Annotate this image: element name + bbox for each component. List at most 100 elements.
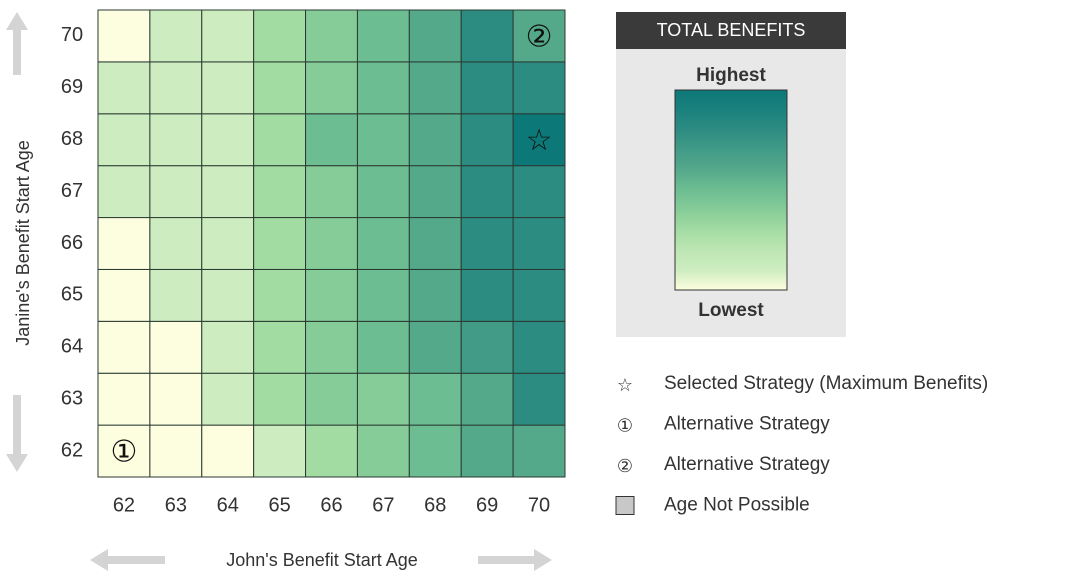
cell (149, 61, 203, 115)
legend-swatch (615, 496, 635, 515)
cell (149, 113, 203, 167)
cell (512, 320, 566, 374)
legend-label: Alternative Strategy (664, 414, 830, 435)
cell (460, 61, 514, 115)
x-tick-label: 65 (268, 494, 290, 516)
annotation: ② (526, 19, 553, 54)
cell (408, 9, 462, 63)
cell (253, 424, 307, 478)
cell (253, 9, 307, 63)
cell (149, 372, 203, 426)
cell (460, 9, 514, 63)
cell (201, 217, 255, 270)
cell (356, 9, 410, 63)
cell (356, 61, 410, 115)
cell (305, 424, 358, 478)
x-axis-title: John's Benefit Start Age (226, 550, 418, 570)
cell (253, 268, 307, 322)
cell (201, 9, 255, 63)
cell (408, 61, 462, 115)
cell (97, 217, 151, 270)
cell (201, 424, 255, 478)
arrow-down (6, 395, 28, 472)
cell (356, 268, 410, 322)
legend-low: Lowest (698, 300, 764, 321)
legend-title: TOTAL BENEFITS (657, 20, 806, 40)
cell (97, 320, 151, 374)
cell (512, 113, 566, 167)
x-tick-label: 70 (528, 494, 550, 516)
legend-label: Age Not Possible (664, 495, 810, 516)
cell (305, 9, 358, 63)
arrow-right (478, 549, 552, 571)
cell (97, 9, 151, 63)
cell (460, 165, 514, 219)
annotation: ☆ (526, 123, 553, 158)
legend-label: Alternative Strategy (664, 454, 830, 475)
cell (201, 113, 255, 167)
cell (512, 165, 566, 219)
cell (356, 424, 410, 478)
cell (305, 217, 358, 270)
cell (356, 113, 410, 167)
cell (149, 165, 203, 219)
cell (512, 61, 566, 115)
cell (512, 424, 566, 478)
cell (97, 372, 151, 426)
cell (149, 268, 203, 322)
cell (201, 165, 255, 219)
cell (253, 61, 307, 115)
legend-high: Highest (696, 65, 766, 86)
y-tick-label: 63 (61, 387, 83, 409)
legend-symbol: ② (617, 456, 633, 477)
cell (408, 268, 462, 322)
cell (97, 424, 151, 478)
y-tick-label: 64 (61, 336, 83, 358)
cell (253, 320, 307, 374)
y-tick-label: 65 (61, 284, 83, 306)
color-bar (674, 89, 788, 291)
cell (408, 372, 462, 426)
legend-header (616, 12, 846, 49)
cell (512, 217, 566, 270)
legend-symbol: ① (617, 416, 633, 437)
y-tick-label: 62 (61, 439, 83, 461)
cell (460, 372, 514, 426)
cell (201, 61, 255, 115)
y-tick-label: 68 (61, 128, 83, 150)
cell (305, 320, 358, 374)
y-tick-label: 69 (61, 76, 83, 98)
cell (201, 268, 255, 322)
cell (408, 424, 462, 478)
cell (149, 217, 203, 270)
x-tick-label: 69 (476, 494, 498, 516)
cell (356, 217, 410, 270)
x-tick-label: 67 (372, 494, 394, 516)
cell (356, 165, 410, 219)
cell (149, 9, 203, 63)
cell (253, 113, 307, 167)
x-tick-label: 63 (165, 494, 187, 516)
cell (149, 424, 203, 478)
cell (253, 165, 307, 219)
y-tick-label: 70 (61, 24, 83, 46)
cell (305, 268, 358, 322)
cell (408, 113, 462, 167)
cell (460, 217, 514, 270)
x-tick-label: 68 (424, 494, 446, 516)
cell (512, 9, 566, 63)
cell (201, 372, 255, 426)
cell (97, 165, 151, 219)
cell (408, 320, 462, 374)
cell (305, 113, 358, 167)
y-axis-title: Janine's Benefit Start Age (13, 140, 33, 346)
y-tick-label: 67 (61, 180, 83, 202)
x-tick-label: 64 (217, 494, 239, 516)
legend-symbol: ☆ (617, 375, 633, 396)
x-tick-label: 62 (113, 494, 135, 516)
cell (97, 61, 151, 115)
y-tick-label: 66 (61, 232, 83, 254)
cell (512, 268, 566, 322)
cell (253, 217, 307, 270)
